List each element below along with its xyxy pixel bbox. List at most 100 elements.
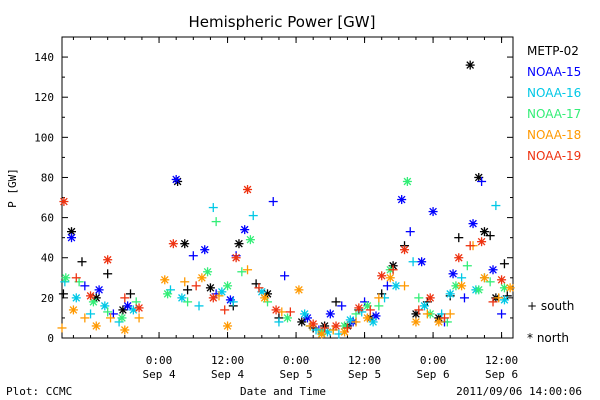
legend-entry: NOAA-19: [527, 149, 581, 163]
south-point: [454, 233, 464, 243]
south-point: [134, 313, 144, 323]
x-tick-label-date: Sep 6: [485, 368, 518, 381]
south-point: [120, 293, 130, 303]
south-point: [494, 293, 504, 303]
south-point: [77, 257, 87, 267]
south-point: [194, 301, 204, 311]
north-point: [497, 275, 507, 285]
mark-stroke: [466, 61, 475, 69]
mark-stroke: [67, 227, 76, 236]
south-point: [382, 281, 392, 291]
south-point: [80, 281, 90, 291]
south-point: [268, 197, 278, 207]
north-point: [120, 325, 130, 335]
north-point: [425, 293, 435, 303]
data-points: [57, 60, 515, 339]
south-point: [211, 217, 221, 227]
north-point: [245, 235, 255, 245]
south-point: [86, 309, 96, 319]
mark-stroke: [474, 286, 483, 294]
mark-stroke: [420, 302, 429, 310]
north-point: [260, 293, 270, 303]
x-tick-label-time: 0:00: [283, 354, 310, 367]
mark-stroke: [346, 316, 355, 324]
mark-stroke: [178, 294, 186, 302]
mark-stroke: [232, 253, 240, 262]
north-point: [465, 60, 475, 70]
mark-stroke: [257, 288, 266, 296]
north-point: [271, 305, 281, 315]
south-point: [191, 281, 201, 291]
mark-stroke: [223, 322, 232, 330]
mark-stroke: [89, 298, 98, 306]
north-point: [294, 285, 304, 295]
mark-stroke: [86, 292, 95, 300]
south-point: [237, 267, 247, 277]
mark-stroke: [480, 273, 489, 282]
south-point: [103, 307, 113, 317]
y-tick-label: 80: [41, 171, 54, 184]
mark-stroke: [426, 294, 435, 302]
south-point: [497, 309, 507, 319]
north-point: [240, 225, 250, 235]
south-point: [457, 273, 467, 283]
south-point: [254, 283, 264, 293]
mark-stroke: [200, 245, 209, 254]
south-point: [243, 265, 253, 275]
mark-stroke: [500, 283, 509, 292]
x-tick-label-date: Sep 5: [280, 368, 313, 381]
north-point: [362, 313, 372, 323]
north-point: [308, 319, 318, 329]
x-tick-label-date: Sep 4: [211, 368, 244, 381]
north-point: [67, 227, 77, 237]
mark-stroke: [369, 318, 377, 326]
mark-stroke: [160, 275, 169, 284]
north-point: [68, 305, 78, 315]
plot-frame: [61, 36, 514, 339]
mark-stroke: [309, 320, 318, 328]
south-point: [80, 313, 90, 323]
mark-stroke: [300, 310, 309, 318]
south-point: [126, 289, 136, 299]
mark-stroke: [400, 245, 409, 254]
north-point: [234, 239, 244, 249]
north-point: [208, 293, 218, 303]
mark-stroke: [67, 233, 76, 242]
hemisphere-legend-entry: + south: [527, 299, 574, 313]
north-point: [420, 301, 430, 311]
south-point: [180, 277, 190, 287]
mark-stroke: [118, 314, 126, 322]
south-point: [274, 317, 284, 327]
north-point: [171, 174, 181, 184]
south-point: [445, 309, 455, 319]
x-tick-label-date: Sep 6: [417, 368, 450, 381]
north-point: [391, 281, 401, 291]
north-point: [223, 321, 233, 331]
mark-stroke: [72, 294, 81, 302]
north-point: [134, 303, 144, 313]
mark-stroke: [260, 294, 269, 302]
south-point: [71, 273, 81, 283]
south-point: [477, 176, 487, 186]
south-point: [414, 293, 424, 303]
x-tick-label-time: 0:00: [420, 354, 447, 367]
mark-stroke: [61, 273, 70, 282]
y-tick-label: 60: [41, 212, 54, 225]
south-point: [462, 261, 472, 271]
plot-credit: Plot: CCMC: [6, 385, 72, 398]
north-point: [205, 283, 215, 293]
south-point: [280, 271, 290, 281]
mark-stroke: [454, 253, 463, 262]
south-point: [228, 297, 238, 307]
north-point: [499, 283, 509, 293]
mark-stroke: [295, 286, 303, 294]
mark-stroke: [446, 290, 455, 298]
south-point: [374, 301, 384, 311]
x-tick-label-time: 12:00: [348, 354, 381, 367]
north-point: [474, 285, 484, 295]
north-point: [160, 275, 170, 285]
x-tick-label-date: Sep 4: [142, 368, 175, 381]
mark-stroke: [412, 318, 420, 326]
